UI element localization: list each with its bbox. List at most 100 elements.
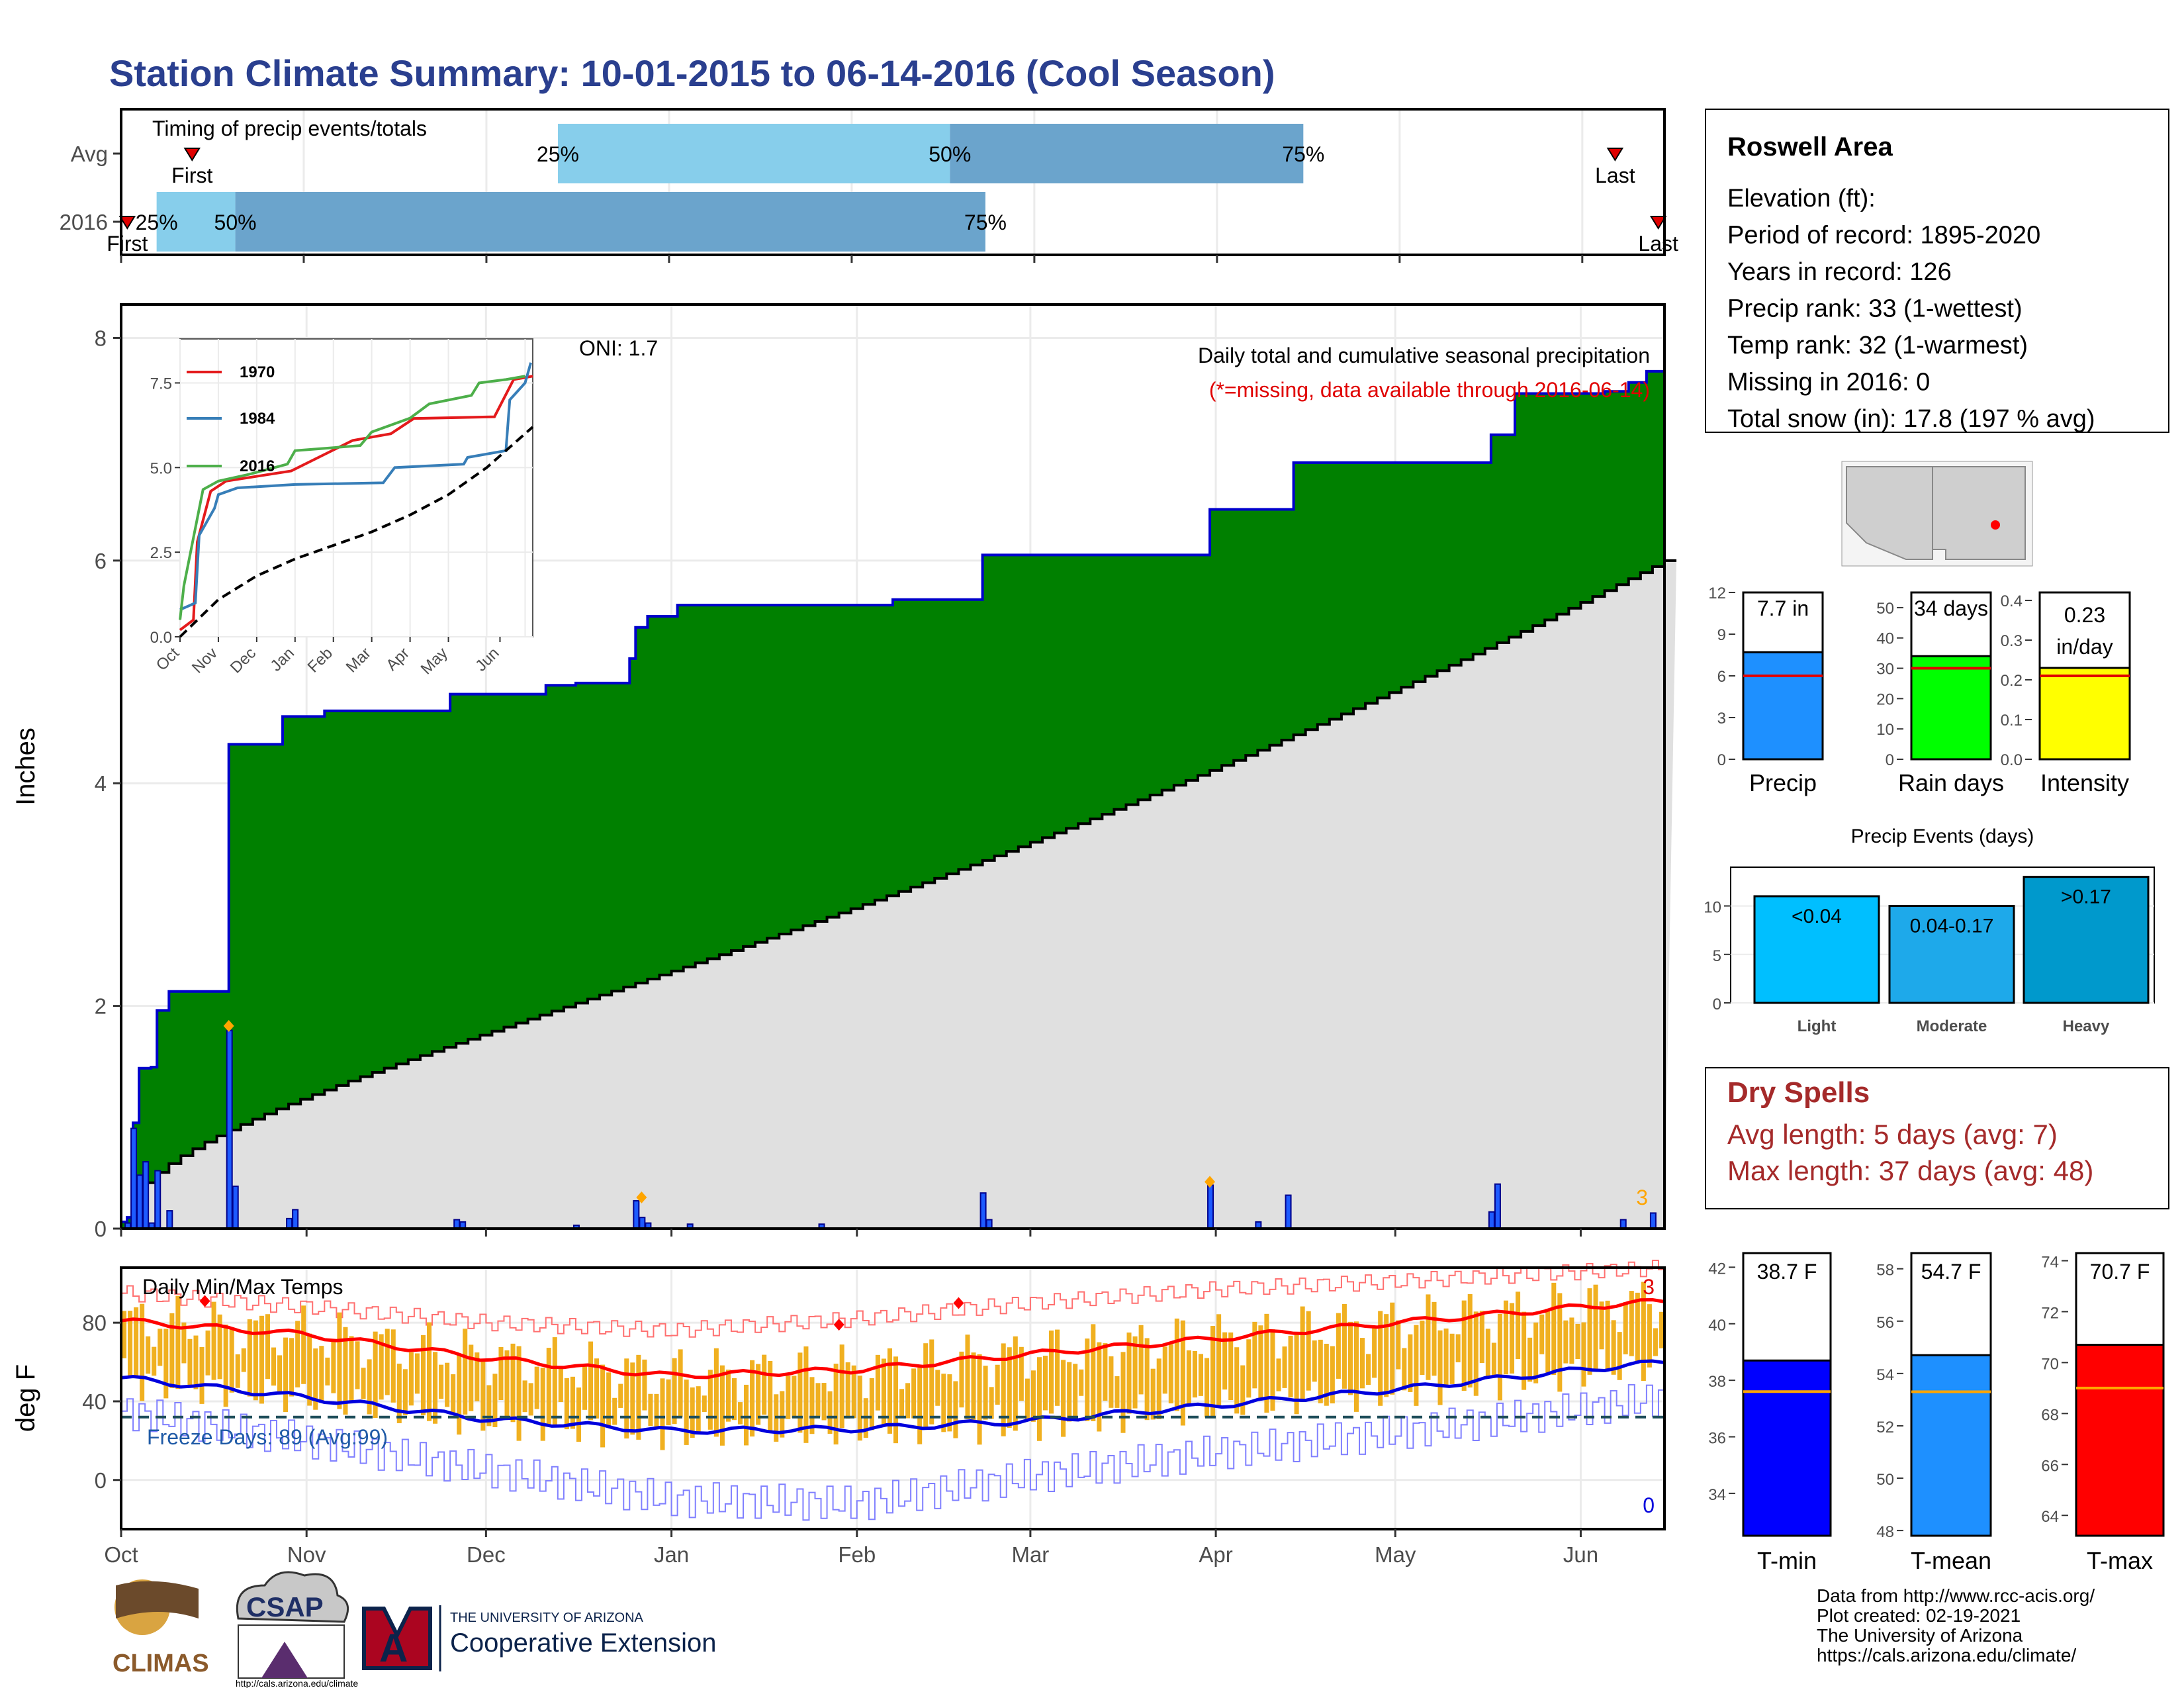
events-category-label: Heavy bbox=[2063, 1017, 2110, 1035]
timing-title: Timing of precip events/totals bbox=[152, 117, 427, 140]
daily-temp-bar bbox=[1024, 1378, 1030, 1421]
daily-temp-bar bbox=[672, 1358, 677, 1425]
daily-temp-bar bbox=[193, 1335, 199, 1389]
temp-x-tick-label: Jun bbox=[1563, 1542, 1598, 1567]
daily-temp-bar bbox=[833, 1364, 839, 1445]
daily-temp-bar bbox=[588, 1341, 594, 1421]
daily-temp-bar bbox=[1049, 1330, 1054, 1414]
map-new-mexico bbox=[1932, 466, 2026, 560]
daily-temp-bar bbox=[600, 1364, 606, 1448]
daily-temp-bar bbox=[229, 1328, 234, 1393]
summary-y-tick-label: 3 bbox=[1717, 710, 1726, 727]
daily-temp-bar bbox=[187, 1338, 193, 1387]
tsummary-category-label: T-min bbox=[1757, 1547, 1817, 1574]
daily-temp-bar bbox=[1120, 1352, 1126, 1433]
daily-temp-bar bbox=[181, 1322, 187, 1364]
station-info-line: Precip rank: 33 (1-wettest) bbox=[1727, 295, 2023, 323]
temp-y-tick-label: 80 bbox=[82, 1311, 107, 1335]
tsummary-category-label: T-max bbox=[2087, 1547, 2153, 1574]
tsummary-y-tick-label: 42 bbox=[1708, 1260, 1726, 1278]
precip-y-axis-label: Inches bbox=[11, 727, 40, 806]
daily-precip-bar bbox=[1649, 1212, 1657, 1229]
daily-temp-bar bbox=[259, 1315, 264, 1404]
daily-temp-bar bbox=[1443, 1328, 1449, 1386]
daily-temp-bar bbox=[451, 1374, 456, 1413]
inset-legend-label: 1970 bbox=[240, 363, 275, 381]
daily-temp-bar bbox=[636, 1354, 641, 1440]
daily-temp-bar bbox=[1079, 1369, 1084, 1396]
daily-precip-bar bbox=[979, 1192, 987, 1230]
daily-precip-bar bbox=[232, 1186, 239, 1230]
daily-temp-bar bbox=[1174, 1318, 1179, 1411]
timing-row-label: 2016 bbox=[60, 210, 108, 234]
tsummary-bar bbox=[2075, 1343, 2165, 1537]
daily-temp-bar bbox=[737, 1402, 743, 1425]
daily-temp-bar bbox=[851, 1365, 856, 1419]
daily-temp-bar bbox=[134, 1307, 139, 1378]
precip-y-tick-label: 4 bbox=[95, 771, 107, 796]
daily-temp-bar bbox=[582, 1364, 588, 1410]
timing-row-label: Avg bbox=[71, 142, 108, 166]
summary-value-label: 0.23 bbox=[2064, 603, 2105, 627]
tsummary-y-tick-label: 64 bbox=[2041, 1508, 2059, 1526]
daily-temp-bar bbox=[845, 1362, 850, 1419]
daily-temp-bar bbox=[146, 1336, 151, 1374]
daily-temp-bar bbox=[540, 1368, 545, 1441]
daily-temp-bar bbox=[594, 1358, 600, 1419]
csap-logo-text: CSAP bbox=[246, 1591, 324, 1622]
precip-y-tick-label: 8 bbox=[95, 326, 107, 350]
csap-logo: CSAP http://cals.arizona.edu/climate bbox=[236, 1571, 358, 1688]
daily-temp-bar bbox=[941, 1374, 946, 1432]
daily-temp-bar bbox=[552, 1337, 557, 1427]
tsummary-y-tick-label: 50 bbox=[1876, 1471, 1894, 1489]
daily-temp-bar bbox=[1426, 1294, 1431, 1380]
daily-temp-bar bbox=[1509, 1303, 1515, 1374]
events-bar-label: >0.17 bbox=[2061, 886, 2111, 908]
precip-chart-title: Daily total and cumulative seasonal prec… bbox=[1198, 344, 1650, 367]
daily-temp-bar bbox=[1276, 1358, 1281, 1391]
tsummary-y-tick-label: 66 bbox=[2041, 1457, 2059, 1475]
daily-temp-bar bbox=[510, 1343, 516, 1423]
daily-temp-bar bbox=[654, 1393, 659, 1429]
daily-temp-bar bbox=[570, 1376, 575, 1429]
daily-temp-bar bbox=[140, 1303, 145, 1401]
daily-temp-bar bbox=[396, 1364, 402, 1423]
daily-temp-bar bbox=[989, 1387, 994, 1419]
daily-temp-bar bbox=[463, 1329, 468, 1415]
daily-temp-bar bbox=[1617, 1332, 1622, 1380]
daily-temp-bar bbox=[959, 1351, 964, 1408]
inset-y-tick-label: 5.0 bbox=[150, 459, 172, 477]
station-info-line: Missing in 2016: 0 bbox=[1727, 369, 1930, 397]
record-precip-marker bbox=[1205, 1176, 1216, 1188]
daily-temp-bar bbox=[1109, 1356, 1114, 1408]
timing-panel: Timing of precip events/totals Avg 25% 50% 7… bbox=[60, 108, 1678, 263]
daily-temp-bar bbox=[152, 1346, 157, 1376]
daily-temp-bar bbox=[271, 1347, 277, 1386]
summary-bar bbox=[2038, 667, 2131, 761]
daily-temp-bar bbox=[313, 1348, 318, 1410]
daily-temp-bar bbox=[1330, 1346, 1335, 1404]
daily-temp-bar bbox=[199, 1346, 205, 1404]
summary-y-tick-label: 0.0 bbox=[2001, 751, 2023, 769]
footer-line: Data from http://www.rcc-acis.org/ bbox=[1817, 1585, 2095, 1606]
precip-corner-count: 3 bbox=[1636, 1186, 1648, 1209]
daily-temp-bar bbox=[965, 1335, 970, 1419]
daily-temp-bar bbox=[1013, 1336, 1018, 1431]
daily-temp-bar bbox=[457, 1353, 462, 1435]
daily-temp-bar bbox=[768, 1360, 773, 1432]
daily-temp-bar bbox=[1647, 1304, 1652, 1368]
inset-y-tick-label: 0.0 bbox=[150, 629, 172, 647]
daily-temp-bar bbox=[815, 1383, 821, 1417]
daily-temp-bar bbox=[821, 1383, 827, 1421]
daily-temp-bar bbox=[696, 1386, 701, 1434]
daily-temp-bar bbox=[1539, 1314, 1545, 1354]
tsummary-y-tick-label: 38 bbox=[1708, 1373, 1726, 1391]
record-temp-marker bbox=[833, 1319, 844, 1331]
summary-y-tick-label: 50 bbox=[1876, 600, 1894, 618]
daily-temp-bar bbox=[893, 1356, 899, 1444]
daily-temp-bar bbox=[1396, 1320, 1401, 1370]
daily-temp-bar bbox=[1563, 1320, 1569, 1364]
summary-bar bbox=[1742, 651, 1824, 761]
daily-temp-bar bbox=[1126, 1333, 1132, 1414]
dry-spells-max: Max length: 37 days (avg: 48) bbox=[1727, 1155, 2093, 1186]
